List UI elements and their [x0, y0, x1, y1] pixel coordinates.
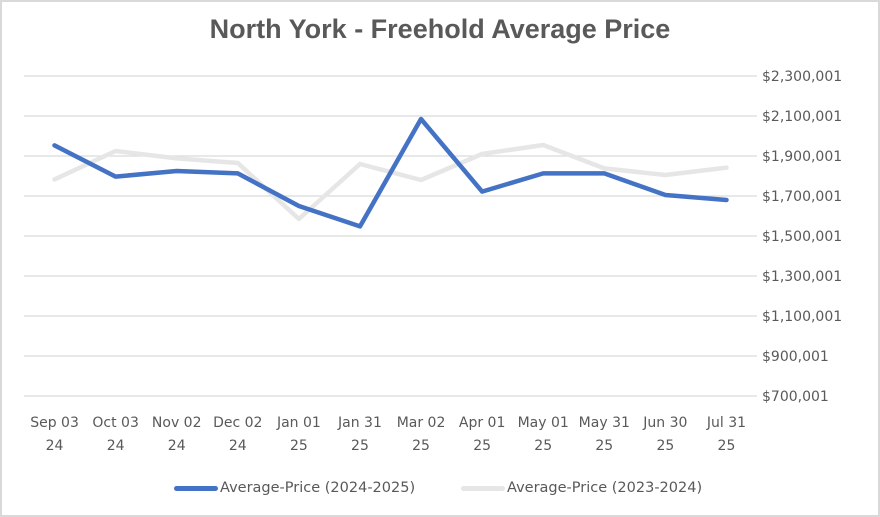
- x-tick-label: Nov 02: [152, 415, 202, 431]
- x-tick-label-year: 25: [595, 438, 613, 454]
- x-axis-ticks: Sep 03 24 Oct 03 24 Nov 02 24 Dec 02 24 Jan 01 25…: [30, 415, 746, 454]
- x-tick-label: Jan 31: [337, 415, 382, 431]
- x-tick-label-year: 25: [290, 438, 308, 454]
- y-tick-label: $2,100,001: [762, 109, 842, 125]
- series-line-2024-2025: [52, 116, 729, 229]
- legend-label-2024-2025: Average-Price (2024-2025): [220, 480, 416, 496]
- x-tick-label-year: 24: [168, 438, 186, 454]
- x-tick-label-year: 24: [46, 438, 64, 454]
- x-tick-label: Apr 01: [459, 415, 505, 431]
- x-tick-label: May 31: [579, 415, 630, 431]
- legend-label-2023-2024: Average-Price (2023-2024): [507, 480, 703, 496]
- x-tick-label: Sep 03: [30, 415, 79, 431]
- x-tick-label-year: 25: [412, 438, 430, 454]
- x-tick-label: Jun 30: [642, 415, 687, 431]
- x-tick-label: Dec 02: [213, 415, 262, 431]
- x-tick-label: Oct 03: [92, 415, 138, 431]
- x-tick-label-year: 25: [351, 438, 369, 454]
- y-tick-label: $1,700,001: [762, 189, 842, 205]
- legend-item-2024-2025: Average-Price (2024-2025): [174, 478, 415, 498]
- legend-swatch-2023-2024: [461, 485, 505, 491]
- legend-item-2023-2024: Average-Price (2023-2024): [461, 478, 702, 498]
- x-tick-label: May 01: [518, 415, 569, 431]
- x-tick-label: Jul 31: [706, 415, 746, 431]
- x-tick-label-year: 24: [107, 438, 125, 454]
- y-tick-label: $900,001: [762, 349, 829, 365]
- chart-title: North York - Freehold Average Price: [209, 14, 671, 44]
- x-tick-label: Jan 01: [276, 415, 321, 431]
- x-tick-label-year: 25: [718, 438, 736, 454]
- legend-swatch-2024-2025: [174, 485, 218, 491]
- series-lines: [52, 116, 729, 229]
- x-tick-label-year: 25: [473, 438, 491, 454]
- gridlines: [24, 75, 757, 397]
- x-tick-label-year: 24: [229, 438, 247, 454]
- y-tick-label: $1,500,001: [762, 229, 842, 245]
- y-tick-label: $1,300,001: [762, 269, 842, 285]
- x-tick-label-year: 25: [656, 438, 674, 454]
- y-tick-label: $700,001: [762, 389, 829, 405]
- y-tick-label: $2,300,001: [762, 69, 842, 85]
- y-tick-label: $1,100,001: [762, 309, 842, 325]
- y-tick-label: $1,900,001: [762, 149, 842, 165]
- y-axis-ticks: $2,300,001 $2,100,001 $1,900,001 $1,700,001…: [762, 69, 842, 405]
- x-tick-label: Mar 02: [397, 415, 446, 431]
- x-tick-label-year: 25: [534, 438, 552, 454]
